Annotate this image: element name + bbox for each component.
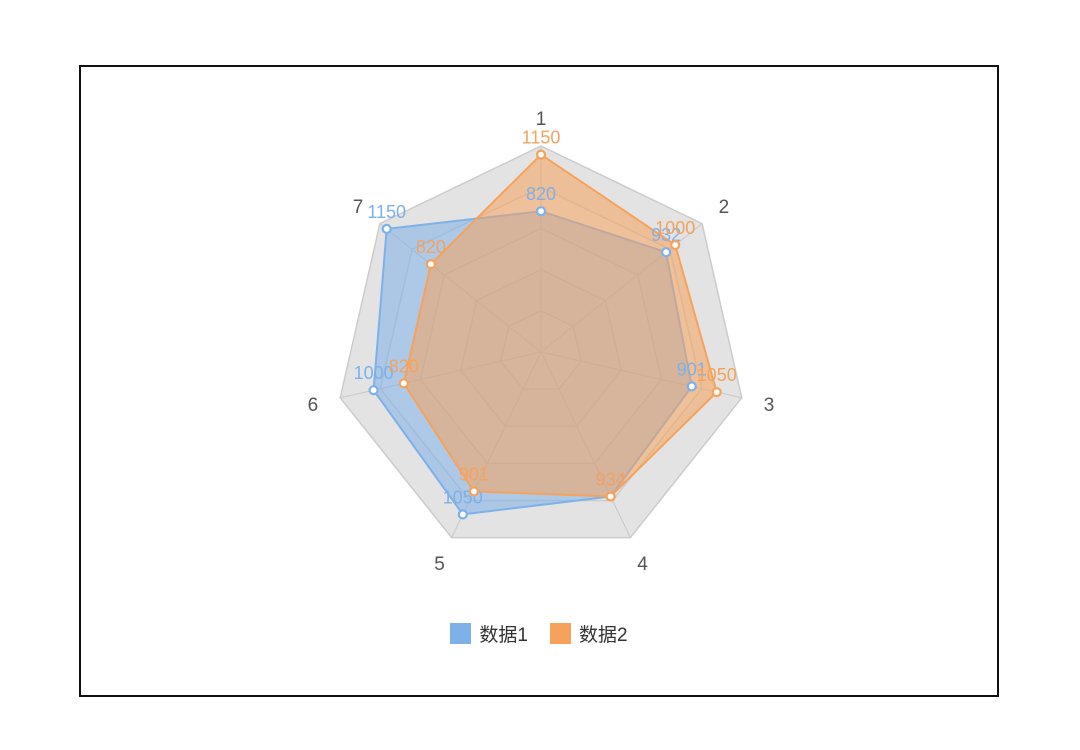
series-1-point-6 [368, 385, 379, 396]
axis-label-7: 7 [353, 197, 364, 218]
series-2 [402, 153, 718, 498]
series-1-label-6: 1000 [354, 363, 394, 383]
series-1-point-3 [686, 381, 697, 392]
axis-label-4: 4 [637, 554, 648, 575]
axis-label-6: 6 [308, 395, 319, 416]
series-2-point-4 [605, 491, 616, 502]
series-1-point-2 [660, 247, 672, 258]
legend: 数据1 数据2 [81, 620, 997, 647]
series-2-area [402, 153, 718, 498]
series-2-label-7: 820 [416, 237, 446, 257]
series-2-point-3 [711, 387, 722, 398]
series-1-point-7 [381, 223, 392, 234]
chart-frame: 1 2 3 4 5 6 7 820 932 901 934 1050 1000 1150 1150 1000 1… [79, 65, 999, 697]
axis-label-1: 1 [536, 109, 547, 130]
series-1-point-5 [457, 509, 468, 520]
series-1-label-4: 934 [596, 470, 626, 490]
series-2-point-6 [398, 378, 409, 389]
legend-label-2: 数据2 [579, 625, 628, 646]
legend-item-1[interactable]: 数据1 [450, 620, 528, 647]
series-1-label-7: 1150 [367, 202, 406, 222]
series-2-point-7 [425, 259, 436, 270]
axis-label-5: 5 [434, 554, 445, 575]
series-2-label-5: 901 [459, 464, 489, 484]
axis-label-3: 3 [764, 395, 775, 416]
legend-label-1: 数据1 [479, 625, 528, 646]
series-2-label-3: 1050 [697, 365, 737, 385]
legend-item-2[interactable]: 数据2 [550, 620, 628, 647]
series-1-label-3: 901 [677, 359, 707, 379]
radar-chart: 1234567820932901934105010001150115010001… [308, 109, 775, 575]
series-2-label-6: 820 [389, 356, 419, 376]
series-2-label-1: 1150 [522, 128, 561, 148]
axis-label-2: 2 [719, 197, 730, 218]
series-1-point-1 [535, 206, 547, 217]
series-2-label-2: 1000 [655, 218, 695, 238]
series-2-label-4: 934 [596, 470, 626, 490]
series-2-markers: 1150 1000 1050 934 901 820 820 [389, 128, 737, 502]
series-2-point-5 [468, 486, 479, 497]
legend-swatch-1 [450, 623, 472, 644]
series-1-label-1: 820 [526, 184, 556, 204]
legend-swatch-2 [550, 623, 571, 644]
series-2-point-2 [670, 239, 681, 251]
series-2-point-1 [535, 149, 547, 160]
